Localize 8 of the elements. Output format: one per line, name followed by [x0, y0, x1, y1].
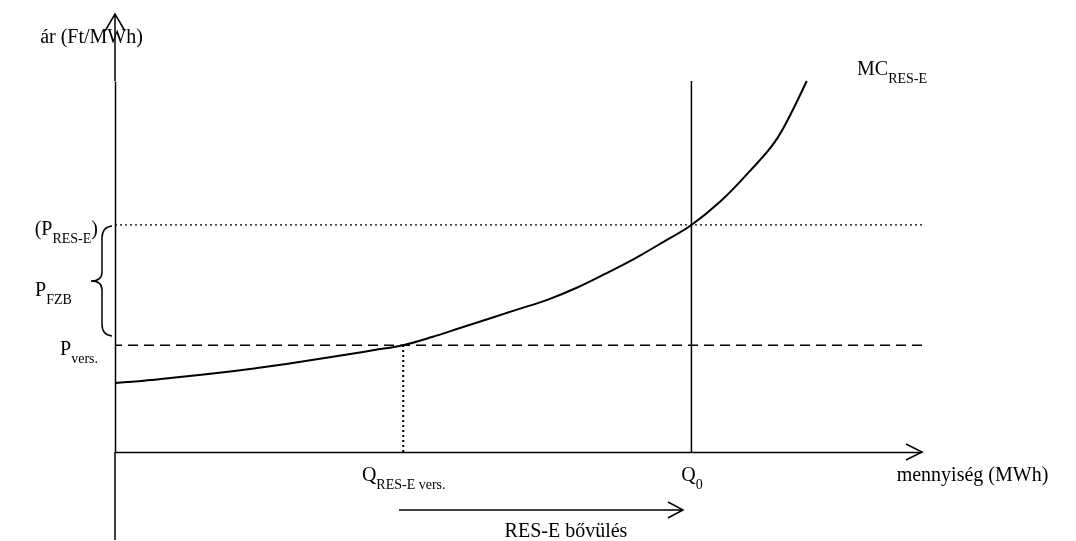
ref-line-label: (P$_{RES-E}$) — [34, 216, 98, 246]
x-axis-title: mennyiség (MWh) — [896, 462, 1049, 486]
text: MC$_{RES-E}$ — [857, 57, 928, 86]
text: RES-E bővülés — [504, 519, 628, 541]
x-tick-label: Q$_{RES-E vers.}$ — [361, 462, 446, 491]
x-tick-label: Q$_{0}$ — [681, 462, 703, 491]
ref-line-label: P$_{vers.}$ — [60, 337, 98, 366]
text: P$_{FZB}$ — [35, 278, 72, 307]
